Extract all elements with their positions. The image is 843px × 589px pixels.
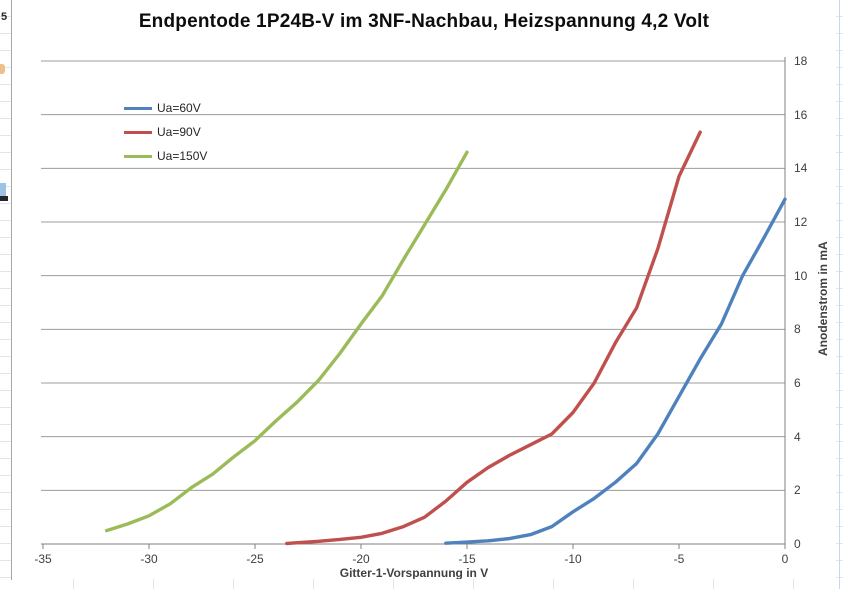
- y-axis-title: Anodenstrom in mA: [816, 241, 830, 357]
- y-tick-label: 8: [794, 322, 801, 337]
- y-tick-label: 12: [794, 215, 808, 229]
- legend-item-label: Ua=60V: [157, 101, 201, 115]
- x-tick-label: -15: [458, 552, 476, 566]
- legend-swatch-line: [124, 130, 152, 134]
- legend-item-ua-90v[interactable]: Ua=90V: [124, 120, 207, 144]
- y-tick-label: 16: [794, 107, 808, 122]
- legend-swatch-line: [124, 154, 152, 158]
- y-tick-label: 14: [794, 161, 808, 176]
- chart-title[interactable]: Endpentode 1P24B-V im 3NF-Nachbau, Heizs…: [138, 11, 710, 32]
- legend-item-ua-150v[interactable]: Ua=150V: [124, 144, 207, 168]
- sheet-cell-fragment: 5: [1, 11, 8, 23]
- spreadsheet-edge-left[interactable]: 5: [0, 0, 12, 589]
- series-line-ua-150v[interactable]: [104, 150, 469, 533]
- y-tick-label: 10: [794, 268, 808, 283]
- x-tick-label: -25: [246, 552, 264, 566]
- x-tick-label: -5: [673, 552, 685, 566]
- x-axis-title: Gitter-1-Vorspannung in V: [339, 566, 489, 580]
- sheet-cell-fragment: [0, 64, 5, 74]
- x-tick-label: -35: [34, 552, 52, 566]
- plot-svg: [41, 57, 787, 549]
- legend-swatch-line: [124, 106, 152, 110]
- legend-item-label: Ua=150V: [157, 149, 208, 163]
- y-tick-label: 2: [794, 483, 801, 498]
- legend[interactable]: Ua=60V Ua=90V Ua=150V: [124, 96, 207, 168]
- sheet-cell-fragment: [0, 196, 8, 201]
- sheet-column-gridline: [839, 0, 840, 589]
- series-line-ua-60v[interactable]: [444, 197, 787, 545]
- y-tick-label: 18: [794, 54, 808, 68]
- legend-item-ua-60v[interactable]: Ua=60V: [124, 96, 207, 120]
- x-tick-label: -30: [140, 552, 158, 566]
- x-tick-label: -10: [564, 552, 582, 566]
- legend-item-label: Ua=90V: [157, 125, 201, 139]
- x-tick-label: -20: [352, 552, 370, 566]
- spreadsheet-edge-right[interactable]: [836, 0, 843, 589]
- chart-object[interactable]: Endpentode 1P24B-V im 3NF-Nachbau, Heizs…: [11, 0, 837, 580]
- sheet-cell-fragment: [0, 183, 6, 197]
- y-tick-label: 0: [794, 537, 801, 551]
- x-tick-label: 0: [781, 552, 789, 566]
- series-line-ua-90v[interactable]: [285, 130, 702, 546]
- y-tick-label: 6: [794, 376, 801, 390]
- spreadsheet-edge-bottom[interactable]: [12, 579, 843, 589]
- y-tick-label: 4: [794, 429, 801, 444]
